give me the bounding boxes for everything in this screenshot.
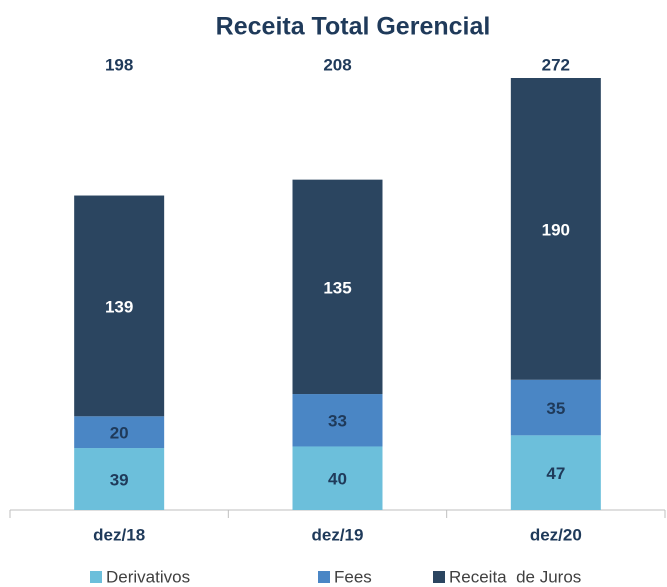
value-label: 135 [323,278,351,297]
bar-segment [292,446,383,510]
value-label: 20 [110,424,129,443]
bar-segment [510,435,601,510]
bar-segment [510,78,601,380]
legend-swatch [90,571,102,583]
bar-segment [74,195,165,417]
legend-swatch [318,571,330,583]
total-label: 208 [323,55,351,74]
legend-label: Fees [334,567,372,586]
bar-segment [74,416,165,449]
value-label: 40 [328,470,347,489]
bar-segment [292,179,383,395]
value-label: 47 [546,464,565,483]
bar-segment [510,379,601,436]
value-label: 33 [328,412,347,431]
legend-label: Derivativos [106,567,190,586]
total-label: 198 [105,55,133,74]
value-label: 39 [110,471,129,490]
x-tick-label: dez/18 [93,525,145,544]
bar-segment [292,394,383,447]
value-label: 35 [546,399,565,418]
bar-segment [74,448,165,510]
total-label: 272 [542,55,570,74]
value-label: 139 [105,297,133,316]
x-tick-label: dez/20 [530,525,582,544]
legend-swatch [433,571,445,583]
legend-label: Receita de Juros [449,567,581,586]
x-tick-label: dez/19 [312,525,364,544]
value-label: 190 [542,220,570,239]
chart-title: Receita Total Gerencial [216,13,491,41]
